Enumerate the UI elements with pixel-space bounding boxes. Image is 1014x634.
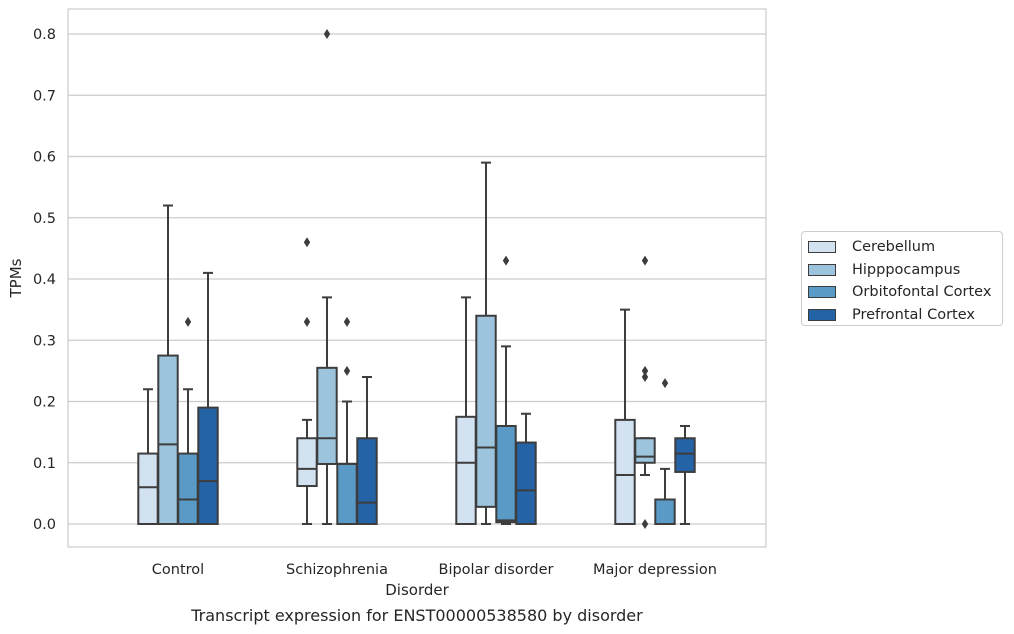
legend-swatch-hippocampus: [808, 263, 836, 276]
legend-item: Orbitofontal Cortex: [808, 281, 1002, 304]
y-tick-labels: 0.0 0.1 0.2 0.3 0.4 0.5 0.6 0.7 0.8: [33, 27, 56, 533]
outlier-point: [641, 519, 649, 529]
box: [296, 437, 318, 488]
outlier-point: [641, 372, 649, 382]
box: [475, 314, 497, 508]
box-group: [654, 378, 676, 525]
legend-swatch-orbitofrontal: [808, 286, 836, 299]
y-tick-label: 0.3: [33, 333, 56, 349]
box-group: [197, 271, 219, 525]
box-group: [336, 316, 358, 526]
x-tick-label: Bipolar disorder: [439, 562, 554, 578]
box-series: [137, 29, 696, 529]
box-group: [495, 255, 517, 525]
box-group: [455, 296, 477, 525]
y-tick-label: 0.0: [33, 517, 56, 533]
box: [157, 354, 179, 525]
legend-label: Prefrontal Cortex: [852, 307, 975, 324]
box: [515, 441, 537, 526]
legend-label: Hipppocampus: [852, 261, 961, 278]
box: [455, 415, 477, 525]
y-tick-label: 0.6: [33, 150, 56, 166]
x-tick-labels: Control Schizophrenia Bipolar disorder Majo…: [152, 562, 717, 578]
outlier-point: [323, 29, 331, 39]
box: [336, 462, 358, 526]
outlier-point: [343, 316, 351, 327]
outlier-point: [343, 365, 351, 376]
outlier-point: [184, 316, 192, 327]
y-axis-label: TPMs: [7, 258, 25, 298]
box: [674, 437, 696, 473]
box: [177, 452, 199, 525]
legend-item: Hipppocampus: [808, 259, 1002, 282]
y-tick-label: 0.4: [33, 272, 56, 288]
outlier-point: [641, 255, 649, 266]
box: [654, 498, 676, 525]
box: [316, 366, 338, 465]
box-group: [316, 29, 338, 525]
legend-label: Cerebellum: [852, 239, 936, 256]
legend: Cerebellum Hipppocampus Orbitofontal Cor…: [801, 231, 1003, 326]
box-group: [296, 237, 318, 525]
legend-item: Cerebellum: [808, 236, 1002, 259]
box-group: [614, 308, 636, 525]
box-group: [475, 161, 497, 525]
legend-label: Orbitofontal Cortex: [852, 284, 992, 301]
box-group: [674, 425, 696, 525]
y-tick-label: 0.8: [33, 27, 56, 43]
legend-swatch-cerebellum: [808, 241, 836, 254]
legend-swatch-prefrontal: [808, 309, 836, 322]
box-group: [515, 412, 537, 526]
x-tick-label: Control: [152, 562, 204, 578]
box: [137, 452, 159, 525]
box: [356, 437, 378, 525]
outlier-point: [502, 255, 510, 266]
x-tick-label: Major depression: [593, 562, 717, 578]
y-tick-label: 0.1: [33, 456, 56, 472]
box-group: [356, 376, 378, 525]
y-tick-label: 0.5: [33, 211, 56, 227]
x-tick-label: Schizophrenia: [286, 562, 388, 578]
box: [495, 425, 517, 524]
box: [614, 418, 636, 525]
box-group: [634, 255, 656, 529]
y-tick-label: 0.7: [33, 88, 56, 104]
legend-item: Prefrontal Cortex: [808, 304, 1002, 327]
outlier-point: [303, 237, 311, 248]
outlier-point: [661, 378, 669, 389]
x-axis-label: Disorder: [385, 581, 449, 599]
outlier-point: [303, 316, 311, 327]
outlier-point: [641, 365, 649, 376]
box-group: [157, 204, 179, 525]
box: [197, 406, 219, 525]
box: [634, 437, 656, 464]
y-tick-label: 0.2: [33, 395, 56, 411]
chart-caption: Transcript expression for ENST0000053858…: [191, 606, 643, 625]
